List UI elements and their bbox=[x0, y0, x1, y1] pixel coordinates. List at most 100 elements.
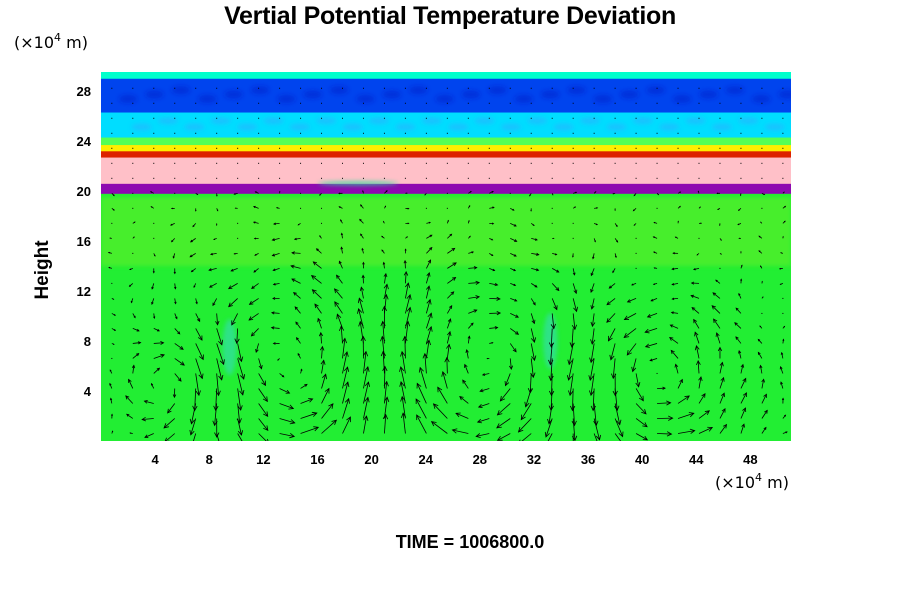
velocity-arrow bbox=[551, 177, 553, 179]
velocity-arrow bbox=[193, 283, 197, 289]
velocity-arrow bbox=[590, 298, 595, 310]
velocity-arrow bbox=[740, 87, 742, 89]
velocity-arrow bbox=[761, 117, 763, 119]
velocity-arrow bbox=[781, 397, 785, 404]
velocity-arrow bbox=[757, 338, 763, 344]
velocity-arrow bbox=[696, 253, 700, 256]
velocity-arrow bbox=[447, 233, 453, 239]
velocity-arrow bbox=[404, 282, 411, 299]
velocity-arrow bbox=[530, 298, 536, 306]
velocity-arrow bbox=[171, 238, 176, 243]
velocity-arrow bbox=[531, 283, 538, 288]
velocity-arrow bbox=[361, 274, 365, 284]
velocity-arrow bbox=[405, 207, 410, 210]
velocity-arrow bbox=[153, 328, 160, 332]
velocity-arrow bbox=[252, 221, 259, 224]
velocity-arrow bbox=[297, 223, 301, 226]
velocity-arrow bbox=[404, 162, 406, 164]
velocity-arrow bbox=[760, 265, 763, 269]
velocity-arrow bbox=[174, 102, 176, 104]
velocity-arrow bbox=[403, 270, 409, 284]
velocity-arrow bbox=[509, 147, 511, 149]
velocity-arrow bbox=[216, 208, 219, 212]
velocity-arrow bbox=[312, 261, 322, 269]
velocity-arrow bbox=[758, 250, 763, 254]
velocity-arrow bbox=[384, 190, 388, 194]
velocity-arrow bbox=[635, 403, 647, 415]
velocity-arrow bbox=[383, 132, 385, 134]
velocity-arrow bbox=[359, 218, 364, 224]
velocity-arrow bbox=[425, 87, 427, 89]
velocity-arrow bbox=[552, 252, 558, 256]
velocity-arrow bbox=[382, 365, 388, 389]
velocity-arrow bbox=[228, 298, 238, 308]
velocity-arrow bbox=[612, 373, 618, 397]
velocity-arrow bbox=[132, 313, 136, 319]
velocity-arrow bbox=[551, 102, 553, 104]
velocity-arrow bbox=[739, 193, 742, 197]
velocity-arrow bbox=[467, 219, 470, 224]
velocity-arrow bbox=[342, 397, 350, 419]
velocity-arrow bbox=[468, 280, 481, 285]
velocity-arrow bbox=[109, 237, 112, 239]
velocity-arrow bbox=[447, 291, 455, 299]
velocity-arrow bbox=[153, 353, 165, 359]
velocity-arrow bbox=[761, 207, 763, 209]
velocity-arrow bbox=[272, 342, 280, 345]
velocity-arrow bbox=[592, 253, 595, 260]
velocity-arrow bbox=[635, 388, 644, 402]
velocity-arrow bbox=[279, 162, 281, 164]
velocity-arrow bbox=[644, 343, 658, 348]
velocity-arrow bbox=[399, 366, 406, 389]
velocity-arrow bbox=[174, 147, 176, 149]
velocity-arrow bbox=[677, 220, 679, 224]
velocity-arrow bbox=[649, 358, 658, 362]
velocity-arrow bbox=[593, 117, 595, 119]
velocity-arrow bbox=[258, 403, 269, 418]
velocity-arrow bbox=[132, 207, 134, 209]
velocity-arrow bbox=[719, 238, 722, 241]
velocity-arrow bbox=[195, 162, 197, 164]
x-tick-label: 32 bbox=[527, 452, 541, 467]
velocity-arrow bbox=[780, 381, 784, 389]
velocity-arrow bbox=[614, 102, 616, 104]
velocity-arrow bbox=[190, 268, 196, 273]
velocity-arrow bbox=[547, 433, 553, 441]
velocity-arrow bbox=[719, 253, 723, 255]
velocity-arrow bbox=[128, 283, 134, 287]
velocity-arrow bbox=[737, 208, 742, 211]
velocity-arrow bbox=[670, 311, 679, 315]
velocity-arrow bbox=[761, 177, 763, 179]
velocity-arrow bbox=[195, 102, 197, 104]
velocity-arrow bbox=[153, 87, 155, 89]
velocity-arrow bbox=[782, 87, 784, 89]
velocity-arrow bbox=[631, 358, 637, 373]
velocity-arrow bbox=[359, 286, 365, 299]
velocity-arrow bbox=[510, 283, 517, 287]
velocity-arrow bbox=[237, 343, 244, 363]
velocity-arrow bbox=[657, 431, 673, 437]
velocity-arrow bbox=[362, 117, 364, 119]
velocity-arrow bbox=[426, 234, 433, 239]
velocity-arrow bbox=[672, 252, 679, 255]
velocity-arrow bbox=[216, 223, 218, 226]
velocity-arrow bbox=[446, 162, 448, 164]
velocity-arrow bbox=[151, 298, 155, 305]
velocity-arrow bbox=[779, 366, 784, 374]
velocity-arrow bbox=[363, 415, 369, 434]
velocity-arrow bbox=[248, 298, 259, 305]
velocity-arrow bbox=[149, 191, 154, 194]
velocity-arrow bbox=[360, 204, 364, 209]
velocity-arrow bbox=[551, 298, 558, 311]
x-tick-label: 24 bbox=[418, 452, 433, 467]
y-unit-exponent: 4 bbox=[54, 31, 62, 44]
velocity-arrow bbox=[279, 177, 281, 179]
velocity-arrow bbox=[719, 87, 721, 89]
velocity-arrow bbox=[300, 411, 318, 419]
velocity-arrow bbox=[216, 87, 218, 89]
velocity-arrow bbox=[496, 418, 511, 429]
velocity-arrow bbox=[677, 378, 683, 389]
velocity-arrow bbox=[476, 418, 490, 424]
velocity-arrow bbox=[590, 313, 596, 328]
velocity-arrow bbox=[530, 162, 532, 164]
